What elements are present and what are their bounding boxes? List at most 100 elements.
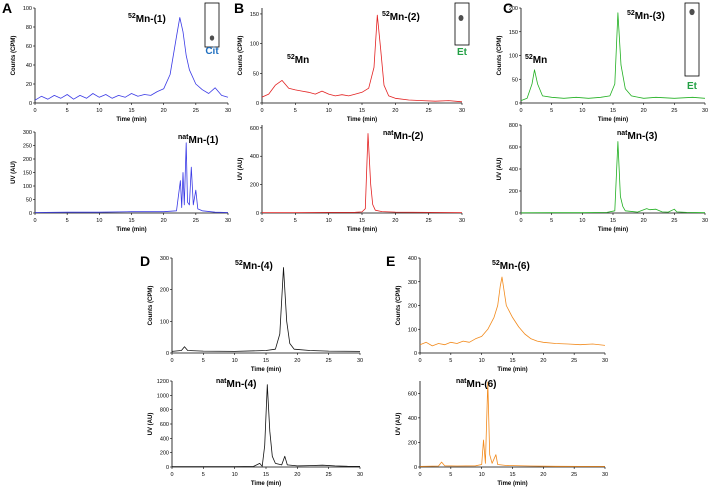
x-tick-label: 30 [225, 108, 231, 114]
x-tick-label: 10 [579, 108, 585, 114]
tlc-spot [689, 8, 695, 16]
x-tick-label: 30 [459, 218, 465, 224]
y-axis-title: Counts (CPM) [148, 286, 154, 326]
x-tick-label: 5 [550, 218, 553, 224]
annotation-sup: 52 [235, 260, 243, 267]
x-tick-label: 5 [202, 472, 205, 478]
y-tick-label: 150 [250, 12, 259, 18]
trace [419, 276, 606, 347]
y-tick-label: 0 [515, 211, 518, 217]
y-tick-label: 600 [509, 145, 518, 151]
x-axis-title: Time (min) [497, 367, 527, 373]
trace [34, 17, 229, 101]
x-tick-label: 5 [449, 472, 452, 478]
y-axis-title: UV (AU) [148, 413, 154, 436]
annotation-sup: nat [216, 378, 227, 385]
trace [520, 141, 706, 214]
x-tick-label: 0 [33, 108, 36, 114]
y-tick-label: 60 [26, 44, 32, 50]
x-tick-label: 10 [479, 472, 485, 478]
x-tick-label: 15 [128, 218, 134, 224]
y-tick-label: 200 [509, 6, 518, 12]
trace [520, 12, 706, 101]
x-tick-label: 0 [170, 358, 173, 364]
x-tick-label: 10 [232, 358, 238, 364]
x-tick-label: 15 [359, 108, 365, 114]
annotation: 52Mn [525, 54, 547, 66]
x-tick-label: 0 [33, 218, 36, 224]
annotation-text: Mn-(2) [390, 12, 420, 23]
annotation-text: Mn-(4) [227, 379, 257, 390]
y-tick-label: 800 [509, 123, 518, 129]
y-tick-label: 0 [414, 351, 417, 357]
annotation-sup: 52 [287, 54, 295, 61]
x-axis-title: Time (min) [251, 367, 281, 373]
x-tick-label: 25 [571, 358, 577, 364]
y-tick-label: 400 [160, 436, 169, 442]
annotation: 52Mn-(6) [492, 260, 530, 272]
x-tick-label: 20 [540, 358, 546, 364]
annotation-sup: nat [617, 130, 628, 137]
x-tick-label: 25 [571, 472, 577, 478]
x-tick-label: 0 [260, 108, 263, 114]
x-tick-label: 30 [702, 218, 708, 224]
y-tick-label: 0 [414, 465, 417, 471]
y-tick-label: 400 [408, 256, 417, 262]
trace [262, 133, 463, 213]
x-tick-label: 0 [519, 218, 522, 224]
x-tick-label: 25 [326, 472, 332, 478]
annotation: 52Mn-(4) [235, 260, 273, 272]
tlc-spot [209, 35, 215, 41]
annotation-text: Mn-(4) [243, 261, 273, 272]
x-tick-label: 5 [550, 108, 553, 114]
y-tick-label: 0 [29, 101, 32, 107]
x-tick-label: 30 [225, 218, 231, 224]
y-tick-label: 200 [23, 157, 32, 163]
x-tick-label: 25 [193, 108, 199, 114]
annotation-sup: 52 [492, 260, 500, 267]
x-tick-label: 15 [359, 218, 365, 224]
x-tick-label: 25 [326, 358, 332, 364]
y-tick-label: 100 [509, 54, 518, 60]
tlc-inset [204, 2, 220, 48]
y-tick-label: 400 [408, 416, 417, 422]
y-axis-title: Counts (CPM) [238, 36, 244, 76]
tlc-spot [458, 15, 464, 21]
annotation: natMn-(2) [383, 130, 424, 142]
y-tick-label: 0 [256, 211, 259, 217]
y-axis-title: Counts (CPM) [11, 36, 17, 76]
trace [171, 267, 361, 352]
annotation: natMn-(4) [216, 378, 257, 390]
y-tick-label: 200 [509, 189, 518, 195]
y-tick-label: 300 [23, 130, 32, 136]
x-tick-label: 0 [260, 218, 263, 224]
y-tick-label: 200 [408, 440, 417, 446]
x-tick-label: 0 [418, 472, 421, 478]
y-axis-title: UV (AU) [238, 158, 244, 181]
x-axis-title: Time (min) [598, 227, 628, 233]
x-tick-label: 5 [294, 218, 297, 224]
x-tick-label: 25 [671, 218, 677, 224]
annotation-text: Mn [533, 55, 547, 66]
x-tick-label: 25 [193, 218, 199, 224]
y-tick-label: 40 [26, 63, 32, 69]
y-tick-label: 1200 [157, 379, 169, 385]
y-tick-label: 600 [160, 422, 169, 428]
x-tick-label: 15 [263, 358, 269, 364]
y-tick-label: 50 [512, 77, 518, 83]
tlc-label: Cit [205, 46, 219, 57]
y-tick-label: 0 [166, 465, 169, 471]
x-tick-label: 25 [671, 108, 677, 114]
y-axis-title: UV (AU) [11, 161, 17, 184]
y-tick-label: 600 [250, 126, 259, 132]
annotation-text: Mn-(3) [628, 131, 658, 142]
x-tick-label: 30 [702, 108, 708, 114]
annotation-sup: 52 [525, 54, 533, 61]
y-tick-label: 80 [26, 25, 32, 31]
x-tick-label: 10 [96, 108, 102, 114]
x-tick-label: 20 [540, 472, 546, 478]
annotation: 52Mn-(3) [627, 10, 665, 22]
x-tick-label: 30 [357, 358, 363, 364]
tlc-label: Et [687, 81, 698, 92]
panel-label: B [234, 0, 244, 16]
